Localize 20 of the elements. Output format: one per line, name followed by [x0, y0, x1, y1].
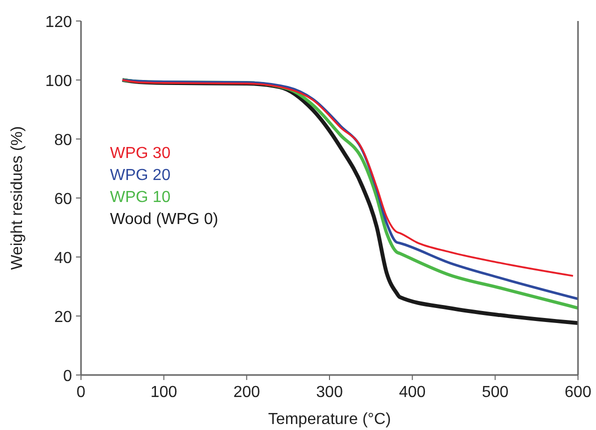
x-tick-label: 100 — [150, 384, 178, 401]
y-tick-label: 20 — [54, 309, 72, 326]
y-tick-label: 120 — [45, 14, 72, 31]
x-tick-label: 200 — [233, 384, 260, 401]
x-tick-label: 300 — [316, 384, 343, 401]
text: WPG 30 — [110, 145, 171, 162]
text: Wood (WPG 0) — [110, 211, 218, 228]
x-tick-label: 400 — [398, 384, 426, 401]
text: WPG 10 — [110, 189, 171, 206]
y-axis-title: Weight residues (%) — [9, 126, 26, 270]
text: WPG 20 — [110, 167, 171, 184]
y-tick-label: 0 — [63, 368, 72, 385]
y-tick-label: 40 — [54, 250, 72, 267]
y-tick-label: 80 — [54, 132, 72, 149]
x-tick-label: 500 — [482, 384, 509, 401]
x-axis-title: Temperature (°C) — [268, 411, 391, 428]
x-tick-label: 600 — [564, 384, 592, 401]
y-tick-label: 100 — [45, 73, 72, 90]
x-tick-label: 0 — [76, 384, 86, 401]
y-tick-label: 60 — [54, 191, 72, 208]
